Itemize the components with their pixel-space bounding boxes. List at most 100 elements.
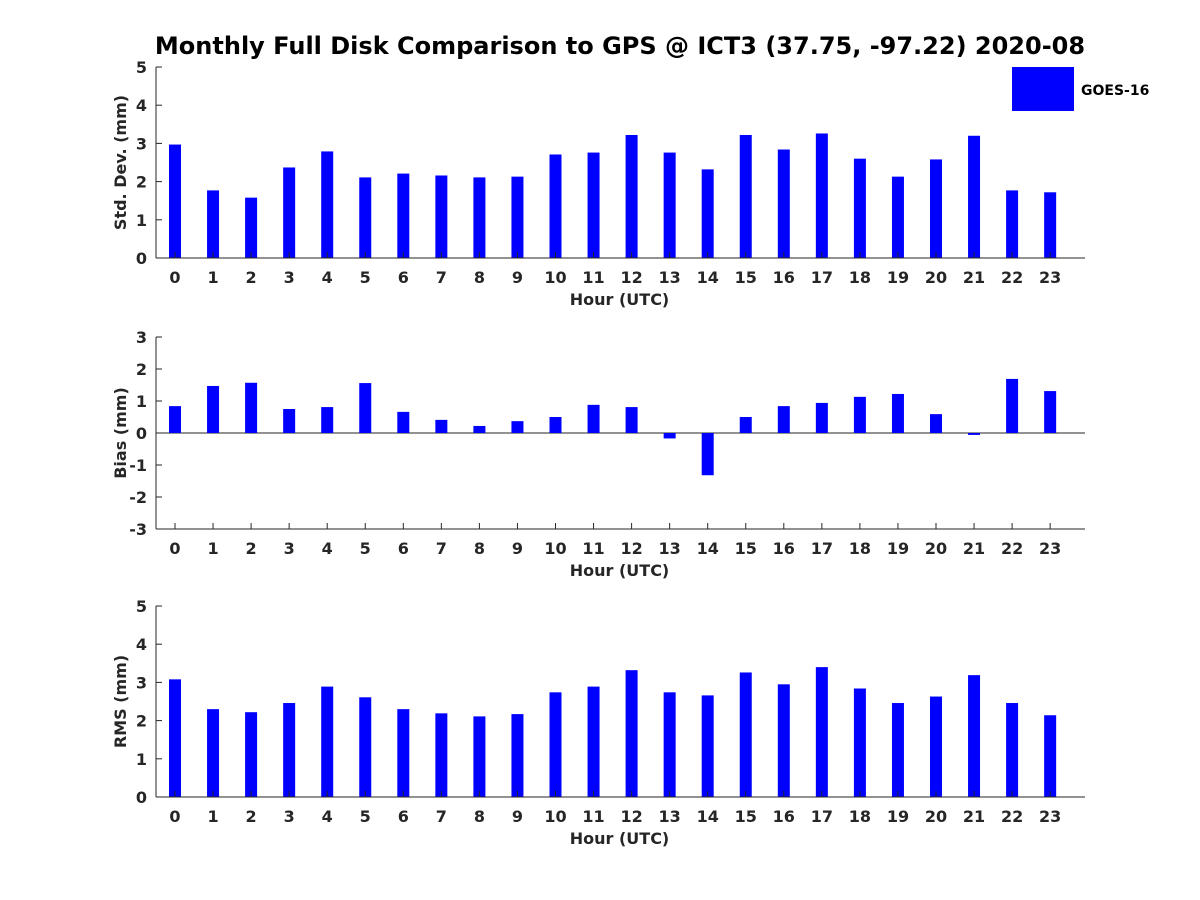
bar-rms-18 — [853, 688, 866, 797]
y-tick-label: 5 — [136, 597, 147, 616]
bar-std-22 — [1006, 190, 1019, 258]
x-tick-label: 3 — [284, 268, 295, 287]
bar-std-1 — [207, 190, 220, 258]
x-tick-label: 9 — [512, 539, 523, 558]
x-tick-label: 22 — [1001, 268, 1023, 287]
x-tick-label: 6 — [398, 268, 409, 287]
bar-rms-19 — [891, 703, 904, 797]
y-axis-label: RMS (mm) — [111, 655, 130, 748]
x-tick-label: 18 — [849, 807, 871, 826]
x-tick-label: 4 — [322, 539, 333, 558]
bar-rms-9 — [511, 714, 524, 797]
bar-std-18 — [853, 158, 866, 258]
y-tick-label: 2 — [136, 360, 147, 379]
y-tick-label: 5 — [136, 58, 147, 77]
bar-rms-4 — [321, 686, 334, 797]
x-tick-label: 17 — [811, 539, 833, 558]
x-tick-label: 18 — [849, 539, 871, 558]
bar-rms-13 — [663, 692, 676, 797]
bar-bias-21 — [968, 433, 981, 435]
bar-rms-14 — [701, 695, 714, 797]
x-tick-label: 21 — [963, 539, 985, 558]
x-tick-label: 13 — [659, 268, 681, 287]
x-tick-label: 0 — [169, 539, 180, 558]
y-tick-label: 0 — [136, 424, 147, 443]
y-tick-label: 4 — [136, 96, 147, 115]
y-tick-label: 0 — [136, 788, 147, 807]
x-tick-label: 7 — [436, 807, 447, 826]
bar-std-12 — [625, 134, 638, 258]
x-tick-label: 4 — [322, 268, 333, 287]
bar-std-16 — [777, 149, 790, 258]
x-tick-label: 8 — [474, 807, 485, 826]
bar-bias-2 — [245, 382, 258, 433]
bar-rms-11 — [587, 686, 600, 797]
x-tick-label: 2 — [246, 807, 257, 826]
bar-bias-9 — [511, 421, 524, 433]
x-tick-label: 14 — [697, 268, 719, 287]
bar-rms-10 — [549, 692, 562, 797]
legend-swatch — [1012, 67, 1074, 111]
y-tick-label: 3 — [136, 673, 147, 692]
y-tick-label: 1 — [136, 211, 147, 230]
figure-title: Monthly Full Disk Comparison to GPS @ IC… — [155, 32, 1085, 60]
x-tick-label: 1 — [207, 807, 218, 826]
bar-rms-2 — [245, 712, 258, 797]
bar-rms-3 — [283, 703, 296, 797]
x-tick-label: 20 — [925, 539, 947, 558]
x-tick-label: 19 — [887, 539, 909, 558]
x-tick-label: 23 — [1039, 539, 1061, 558]
x-tick-label: 15 — [735, 807, 757, 826]
x-tick-label: 15 — [735, 539, 757, 558]
x-tick-label: 1 — [207, 539, 218, 558]
x-tick-label: 12 — [620, 539, 642, 558]
x-tick-label: 21 — [963, 807, 985, 826]
bar-bias-0 — [169, 406, 181, 433]
x-tick-label: 2 — [246, 539, 257, 558]
bar-std-5 — [359, 177, 372, 258]
bar-rms-0 — [169, 679, 181, 797]
y-tick-label: -1 — [129, 456, 147, 475]
x-tick-label: 4 — [322, 807, 333, 826]
x-tick-label: 16 — [773, 268, 795, 287]
x-tick-label: 21 — [963, 268, 985, 287]
x-tick-label: 5 — [360, 268, 371, 287]
x-tick-label: 10 — [544, 807, 566, 826]
x-tick-label: 16 — [773, 539, 795, 558]
x-tick-label: 18 — [849, 268, 871, 287]
x-tick-label: 23 — [1039, 807, 1061, 826]
bar-bias-12 — [625, 407, 638, 433]
x-tick-label: 5 — [360, 807, 371, 826]
x-tick-label: 11 — [582, 807, 604, 826]
bar-std-20 — [930, 159, 942, 258]
bar-bias-23 — [1044, 391, 1057, 433]
x-tick-label: 16 — [773, 807, 795, 826]
y-tick-label: 3 — [136, 134, 147, 153]
bar-bias-15 — [739, 417, 752, 433]
bar-bias-3 — [283, 409, 296, 433]
x-tick-label: 9 — [512, 268, 523, 287]
y-tick-label: 3 — [136, 328, 147, 347]
x-tick-label: 10 — [544, 268, 566, 287]
y-tick-label: 4 — [136, 635, 147, 654]
bar-rms-16 — [777, 684, 790, 797]
x-tick-label: 7 — [436, 268, 447, 287]
x-tick-label: 0 — [169, 268, 180, 287]
y-axis-label: Std. Dev. (mm) — [111, 95, 130, 230]
bar-rms-21 — [968, 675, 981, 797]
y-tick-label: 0 — [136, 249, 147, 268]
x-tick-label: 12 — [620, 268, 642, 287]
x-axis-label: Hour (UTC) — [570, 561, 670, 580]
x-tick-label: 12 — [620, 807, 642, 826]
x-tick-label: 14 — [697, 539, 719, 558]
bar-bias-5 — [359, 383, 372, 433]
x-tick-label: 8 — [474, 539, 485, 558]
x-tick-label: 8 — [474, 268, 485, 287]
x-tick-label: 15 — [735, 268, 757, 287]
bar-rms-8 — [473, 716, 486, 797]
x-tick-label: 0 — [169, 807, 180, 826]
x-tick-label: 9 — [512, 807, 523, 826]
x-tick-label: 17 — [811, 807, 833, 826]
bar-bias-20 — [930, 414, 942, 433]
bar-bias-14 — [701, 433, 714, 476]
